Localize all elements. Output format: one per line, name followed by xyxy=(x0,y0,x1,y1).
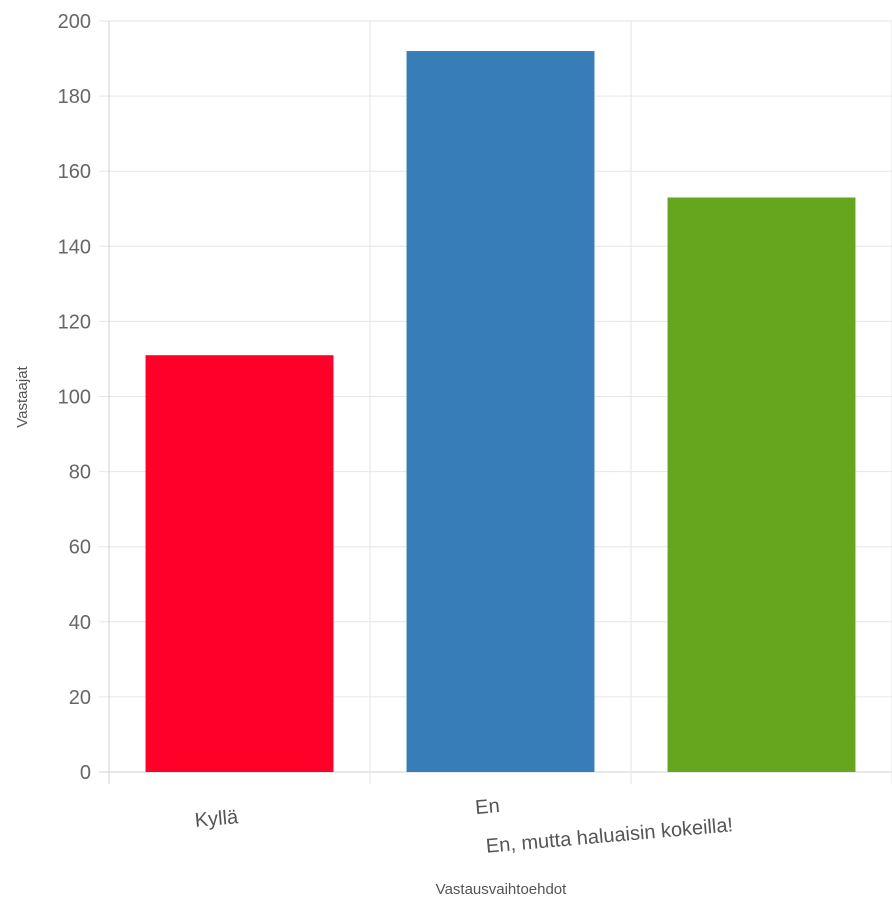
bar[interactable] xyxy=(406,51,595,773)
x-axis-title: Vastausvaihtoehdot xyxy=(436,881,567,898)
y-tick-label: 60 xyxy=(69,537,91,559)
bars xyxy=(145,51,856,773)
x-tick-label: En, mutta haluaisin kokeilla! xyxy=(485,814,734,858)
y-tick-label: 100 xyxy=(58,387,91,409)
y-tick-label: 120 xyxy=(58,311,91,333)
y-tick-labels: 0 20 40 60 80 100 120 140 160 180 200 xyxy=(58,11,91,784)
y-tick-label: 160 xyxy=(58,161,91,183)
bar[interactable] xyxy=(667,197,856,773)
y-tick-label: 180 xyxy=(58,86,91,108)
y-tick-label: 200 xyxy=(58,11,91,33)
x-tick-label: Kyllä xyxy=(194,806,240,832)
bar[interactable] xyxy=(145,355,334,772)
y-tick-label: 140 xyxy=(58,236,91,258)
y-tick-label: 20 xyxy=(69,687,91,709)
y-tick-label: 40 xyxy=(69,612,91,634)
y-axis-title: Vastaajat xyxy=(14,365,31,427)
y-tick-label: 80 xyxy=(69,462,91,484)
y-tick-label: 0 xyxy=(80,762,91,784)
x-tick-label: En xyxy=(474,795,500,819)
